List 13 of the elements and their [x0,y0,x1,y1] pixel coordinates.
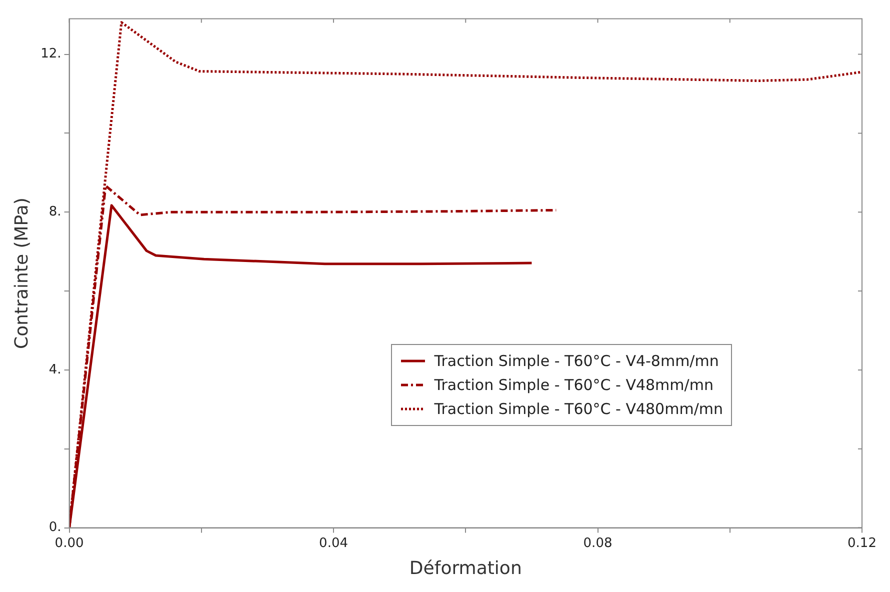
y-tick-label: 4. [48,362,62,378]
x-tick-label: 0.04 [319,536,348,551]
legend-label: Traction Simple - T60°C - V4-8mm/mn [434,352,719,370]
x-tick-label: 0.00 [54,536,84,551]
x-tick-label: 0.12 [848,536,876,551]
y-tick-label: 12. [40,46,62,62]
x-tick-label: 0.08 [583,536,612,551]
x-axis-title: Déformation [409,558,522,579]
y-tick-label: 8. [48,204,62,220]
legend-label: Traction Simple - T60°C - V480mm/mn [434,400,723,418]
y-tick-label: 0. [48,520,62,536]
y-axis-title: Contrainte (MPa) [11,198,32,350]
legend-label: Traction Simple - T60°C - V48mm/mn [434,376,714,394]
